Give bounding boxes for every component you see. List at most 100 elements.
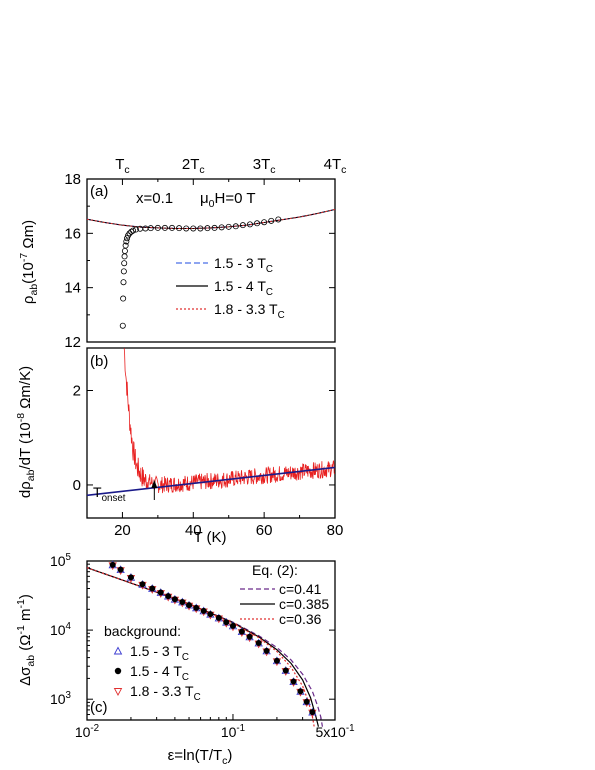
panel-c-filled-circle-point xyxy=(223,619,230,626)
panel-b-onset-label: Tonset xyxy=(93,484,126,504)
panel-a-ytick-label: 18 xyxy=(64,171,81,188)
panel-a-top-tick-label: Tc xyxy=(115,156,129,176)
panel-c-fit-curve xyxy=(86,567,315,727)
panel-a-ytick-label: 16 xyxy=(64,225,81,242)
panel-a-data-point xyxy=(120,279,127,286)
panel-a-data-point xyxy=(120,268,127,275)
panel-c-filled-circle-point xyxy=(171,596,178,603)
panel-c-ytick-label: 105 xyxy=(50,552,72,569)
panel-a-top-tick-label: 4Tc xyxy=(324,156,347,176)
panel-a-data-point xyxy=(154,224,161,231)
panel-a-legend-label: 1.8 - 3.3 TC xyxy=(214,301,285,321)
panel-c-legend-marker xyxy=(114,667,122,675)
panel-b-ylabel: dρab/dT (10-8 Ωm/K) xyxy=(15,366,37,498)
panel-c-filled-circle-point xyxy=(255,640,262,647)
panel-b-xtick-label: 60 xyxy=(256,522,273,539)
panel-a-top-tick-label: 2Tc xyxy=(182,156,205,176)
panel-a-data-point xyxy=(123,238,130,245)
panel-c-legend-marker-label: 1.5 - 3 TC xyxy=(130,643,189,663)
panel-b-background-line xyxy=(86,466,336,497)
panel-c-filled-circle-point xyxy=(290,678,297,685)
panel-c-filled-circle-point xyxy=(109,561,116,568)
panel-c-filled-circle-point xyxy=(309,709,316,716)
panel-c-filled-circle-point xyxy=(263,647,270,654)
panel-c-filled-circle-point xyxy=(273,657,280,664)
panel-c-filled-circle-point xyxy=(246,633,253,640)
panel-c-legend-marker-label: 1.8 - 3.3 TC xyxy=(130,683,201,703)
panel-c-filled-circle-point xyxy=(215,614,222,621)
panel-a-legend-label: 1.5 - 3 TC xyxy=(214,255,273,275)
panel-a-data-point xyxy=(261,219,268,226)
panel-c-filled-circle-point xyxy=(186,602,193,609)
panel-c-filled-circle-point xyxy=(117,566,124,573)
panel-a-data-point xyxy=(232,223,239,230)
panel-a-label: (a) xyxy=(90,183,108,200)
panel-a-data-point xyxy=(161,224,168,231)
panel-a-top-tick-label: 3Tc xyxy=(253,156,276,176)
panel-a-data-point xyxy=(183,225,190,232)
panel-a-data-point xyxy=(254,220,261,227)
panel-a-annotation-x: x=0.1 xyxy=(136,190,173,207)
panel-a-data-point xyxy=(246,221,253,228)
panel-a-data-point xyxy=(124,235,131,242)
panel-a-data-point xyxy=(121,253,128,260)
panel-a-data-point xyxy=(190,225,197,232)
panel-c-xtick-label: 10-2 xyxy=(75,723,99,740)
panel-c-filled-circle-point xyxy=(303,698,310,705)
panel-a-fit-1-8-3-3 xyxy=(86,208,336,229)
panel-a-data-point xyxy=(121,247,128,254)
panel-c-legend-marker xyxy=(113,688,123,696)
panel-a-data-point xyxy=(142,225,149,232)
panel-a-data-point xyxy=(211,224,218,231)
panel-b-ytick-label: 0 xyxy=(73,477,81,494)
panel-c-filled-circle-point xyxy=(179,599,186,606)
panel-c-ylabel: Δσab (Ω-1 m-1) xyxy=(15,594,37,686)
panel-a-data-point xyxy=(225,223,232,230)
panel-a-data-point xyxy=(197,225,204,232)
panel-c-filled-circle-point xyxy=(127,574,134,581)
panel-b-frame xyxy=(86,347,336,519)
panel-c-ytick-label: 104 xyxy=(50,621,72,638)
panel-c-legend-title: Eq. (2): xyxy=(252,562,298,578)
panel-b-xtick-label: 20 xyxy=(114,522,131,539)
panel-a-data-point xyxy=(275,216,282,223)
panel-a-data-point xyxy=(132,226,139,233)
panel-c-filled-circle-point xyxy=(139,581,146,588)
panel-c-filled-circle-point xyxy=(200,607,207,614)
panel-c-legend-marker-label: 1.5 - 4 TC xyxy=(130,663,189,683)
panel-c-filled-circle-point xyxy=(193,604,200,611)
panel-c-filled-circle-point xyxy=(238,628,245,635)
panel-a-ylabel: ρab(10-7 Ωm) xyxy=(18,220,40,304)
panel-b-xtick-label: 80 xyxy=(327,522,344,539)
panel-a-data-point xyxy=(121,260,128,267)
panel-a-data-point xyxy=(239,222,246,229)
panel-c-legend-fit-label: c=0.385 xyxy=(279,596,329,612)
panel-a-data-point xyxy=(130,227,137,234)
panel-b-label: (b) xyxy=(90,353,108,370)
panel-b-xtick-label: 40 xyxy=(185,522,202,539)
panel-c-filled-circle-point xyxy=(297,688,304,695)
panel-a-data-point xyxy=(169,224,176,231)
panel-a-annotation-field: μ0H=0 T xyxy=(200,190,256,210)
panel-c-filled-circle-point xyxy=(229,622,236,629)
panel-a-data-point xyxy=(147,225,154,232)
panel-c-xlabel: ε=ln(T/Tc) xyxy=(168,747,233,767)
panel-c-label: (c) xyxy=(90,699,108,716)
panel-a-data-point xyxy=(204,225,211,232)
panel-a-data-point xyxy=(120,295,127,302)
panel-c-background-title: background: xyxy=(104,623,181,639)
panel-c-xtick-label: 10-1 xyxy=(221,723,245,740)
panel-c-filled-circle-point xyxy=(207,611,214,618)
panel-c-filled-circle-point xyxy=(165,593,172,600)
panel-a-legend-label: 1.5 - 4 TC xyxy=(214,278,273,298)
panel-a-data-point xyxy=(122,242,129,249)
panel-a-data-point xyxy=(268,217,275,224)
panel-c-filled-circle-point xyxy=(149,585,156,592)
panel-a-data-point xyxy=(176,225,183,232)
panel-c-ytick-label: 103 xyxy=(50,690,72,707)
panel-a-ytick-label: 12 xyxy=(64,334,81,351)
panel-a-data-point xyxy=(218,224,225,231)
panel-a-data-point xyxy=(119,322,126,329)
panel-c-legend-fit-label: c=0.41 xyxy=(279,581,322,597)
